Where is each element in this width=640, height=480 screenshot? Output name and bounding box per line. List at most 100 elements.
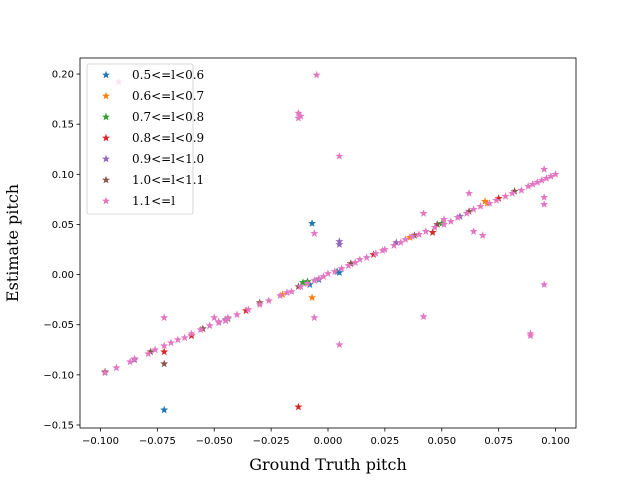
data-point [378, 246, 387, 254]
x-tick-label: −0.100 [82, 436, 119, 447]
data-point [369, 250, 378, 258]
data-point [428, 228, 437, 236]
data-point [440, 215, 449, 223]
data-point [501, 192, 510, 200]
x-tick-label: −0.075 [139, 436, 176, 447]
data-point [255, 300, 264, 309]
data-point [305, 280, 314, 289]
data-point [160, 405, 169, 414]
data-point [392, 238, 401, 246]
y-axis-label: Estimate pitch [3, 184, 22, 302]
data-point [546, 172, 555, 180]
y-tick-label: 0.15 [52, 120, 74, 131]
data-point [542, 174, 551, 182]
data-point [294, 402, 303, 411]
data-point [180, 333, 189, 342]
x-tick-label: 0.000 [314, 436, 343, 447]
x-tick-label: −0.050 [196, 436, 233, 447]
data-point [551, 170, 560, 178]
data-point [308, 293, 317, 302]
data-point [296, 111, 305, 120]
data-point [198, 324, 207, 333]
data-point [476, 202, 485, 210]
data-point [312, 70, 321, 79]
data-point [335, 240, 344, 248]
y-tick-label: −0.15 [43, 420, 74, 431]
data-point [244, 305, 253, 314]
data-point [380, 245, 389, 253]
data-point [173, 335, 182, 344]
data-point [537, 176, 546, 184]
data-point [419, 209, 428, 217]
data-point [319, 272, 328, 280]
data-point [335, 152, 344, 160]
data-point [540, 200, 549, 208]
data-point [362, 253, 371, 261]
data-point [494, 194, 503, 202]
data-point [508, 189, 517, 197]
data-point [465, 207, 474, 215]
legend-box [86, 63, 194, 215]
legend: 0.5<=l<0.6 0.6<=l<0.7 0.7<=l<0.8 0.8<=l<0.9… [86, 63, 204, 215]
data-point [469, 227, 478, 235]
x-axis-ticks: −0.100 −0.075 −0.050 −0.025 0.000 0.025 0.050 0… [82, 428, 570, 447]
data-point [296, 282, 305, 291]
legend-marker [102, 70, 110, 79]
legend-label: 0.7<=l<0.8 [132, 110, 204, 124]
data-point [485, 199, 494, 207]
data-point [465, 189, 474, 197]
series-7 [101, 70, 560, 377]
legend-marker [102, 196, 110, 205]
data-point [196, 325, 205, 334]
legend-label: 1.0<=l<1.1 [132, 173, 204, 187]
data-point [492, 196, 501, 204]
data-point [469, 205, 478, 213]
data-point [151, 345, 160, 354]
data-point [540, 193, 549, 201]
data-point [126, 357, 135, 366]
legend-marker [102, 91, 110, 100]
data-point [264, 296, 273, 305]
data-point [130, 354, 139, 363]
data-point [455, 212, 464, 220]
legend-marker [102, 112, 110, 121]
data-point [346, 259, 355, 267]
data-point [526, 331, 535, 340]
data-point [540, 280, 549, 289]
y-tick-label: 0.10 [52, 170, 74, 181]
data-point [144, 349, 153, 358]
data-point [303, 279, 312, 288]
data-point [298, 278, 307, 286]
y-tick-label: 0.05 [52, 220, 74, 231]
data-point [242, 306, 251, 315]
data-point [528, 180, 537, 188]
data-point [310, 229, 319, 237]
legend-marker [102, 133, 110, 142]
data-point [283, 288, 292, 297]
data-point [101, 368, 110, 377]
y-tick-label: 0.20 [52, 70, 74, 81]
data-point [223, 313, 232, 322]
data-point [410, 231, 419, 239]
data-point [205, 321, 214, 330]
data-point [421, 227, 430, 235]
data-point [401, 235, 410, 243]
data-point [233, 310, 241, 319]
data-point [337, 264, 346, 272]
data-point [294, 108, 303, 117]
data-point [210, 313, 219, 322]
data-point [540, 165, 549, 173]
data-point [214, 317, 223, 326]
data-point [355, 255, 364, 263]
points-layer [101, 70, 560, 414]
data-point [415, 230, 423, 238]
data-point [396, 238, 405, 246]
data-point [433, 220, 442, 228]
y-tick-label: −0.05 [43, 320, 74, 331]
data-point [405, 233, 414, 241]
data-point [278, 290, 287, 299]
data-point [324, 269, 332, 277]
legend-label: 0.6<=l<0.7 [132, 89, 204, 103]
y-tick-label: −0.10 [43, 370, 74, 381]
